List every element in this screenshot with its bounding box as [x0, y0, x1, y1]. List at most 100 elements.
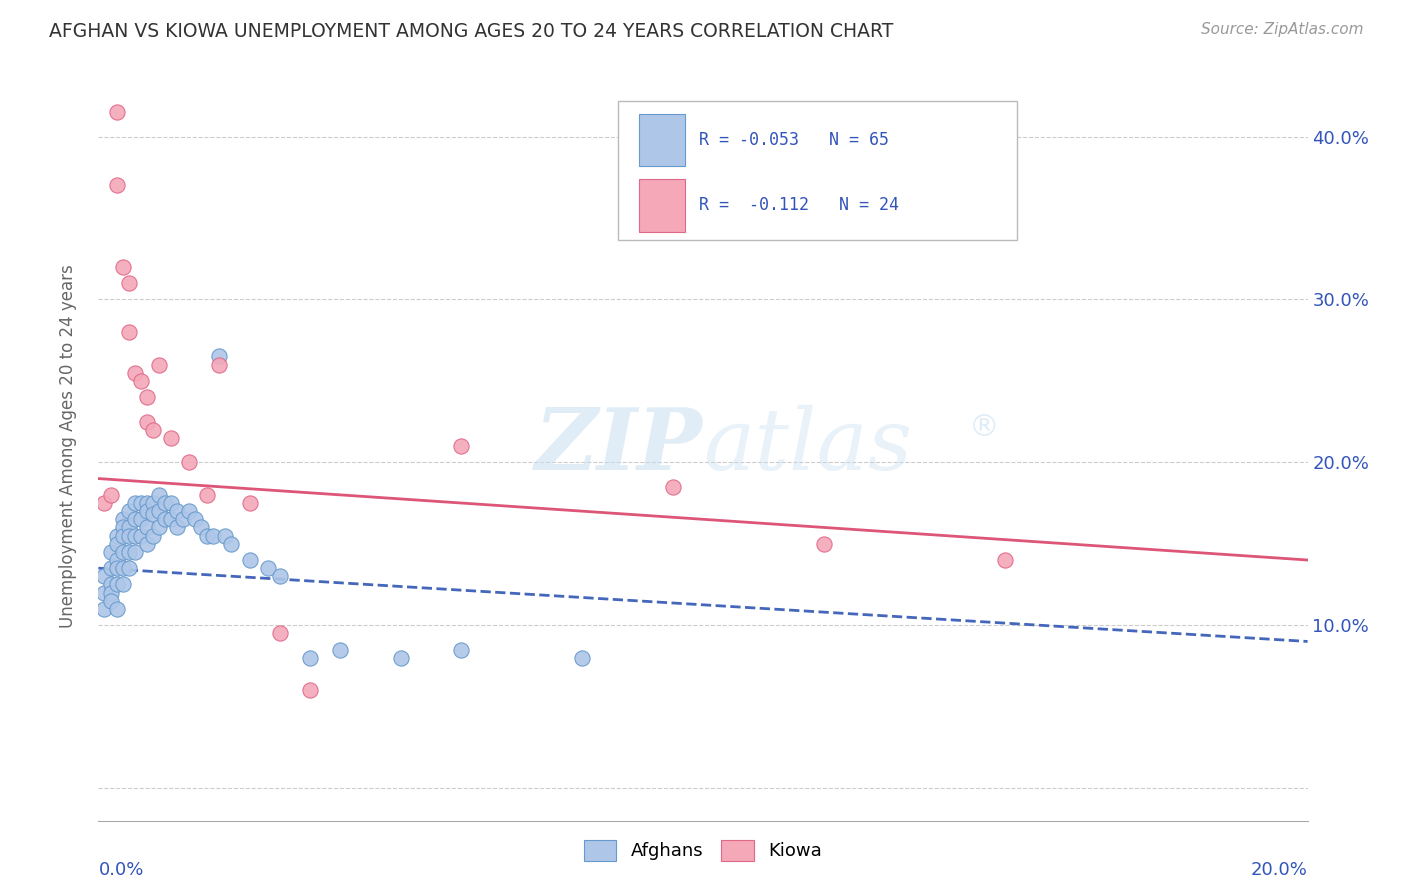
Point: [124, 528, 146, 542]
Point: [105, 602, 128, 616]
Text: ZIP: ZIP: [536, 404, 703, 488]
Point: [124, 545, 146, 559]
Point: [111, 561, 134, 575]
Point: [195, 528, 218, 542]
Point: [239, 496, 262, 510]
Point: [142, 496, 165, 510]
Point: [329, 642, 352, 657]
Point: [153, 512, 176, 526]
Point: [93, 569, 115, 583]
Point: [111, 577, 134, 591]
Point: [118, 325, 141, 339]
Point: [105, 577, 128, 591]
Point: [269, 569, 291, 583]
Point: [129, 496, 152, 510]
Point: [202, 528, 225, 542]
Point: [661, 480, 683, 494]
Point: [389, 650, 412, 665]
Point: [105, 553, 128, 567]
Bar: [638, 113, 685, 166]
Point: [129, 374, 152, 388]
Point: [135, 520, 157, 534]
FancyBboxPatch shape: [619, 102, 1018, 240]
Point: [124, 366, 146, 380]
Point: [118, 561, 141, 575]
Text: 0.0%: 0.0%: [98, 862, 143, 880]
Point: [105, 561, 128, 575]
Point: [118, 520, 141, 534]
Text: R =  -0.112   N = 24: R = -0.112 N = 24: [699, 196, 900, 214]
Point: [100, 585, 122, 599]
Point: [148, 358, 170, 372]
Point: [190, 520, 212, 534]
Point: [148, 520, 170, 534]
Point: [93, 496, 115, 510]
Text: atlas: atlas: [703, 405, 912, 487]
Point: [124, 512, 146, 526]
Point: [111, 528, 134, 542]
Point: [450, 642, 472, 657]
Text: 20.0%: 20.0%: [1251, 862, 1308, 880]
Point: [111, 520, 134, 534]
Point: [118, 528, 141, 542]
Point: [269, 626, 291, 640]
Point: [160, 496, 183, 510]
Text: R = -0.053   N = 65: R = -0.053 N = 65: [699, 131, 890, 149]
Text: Source: ZipAtlas.com: Source: ZipAtlas.com: [1201, 22, 1364, 37]
Point: [93, 585, 115, 599]
Point: [148, 504, 170, 518]
Point: [208, 350, 231, 364]
Point: [100, 561, 122, 575]
Point: [124, 496, 146, 510]
Point: [118, 276, 141, 290]
Point: [105, 105, 128, 120]
Point: [100, 488, 122, 502]
Point: [118, 545, 141, 559]
Point: [214, 528, 236, 542]
Point: [100, 577, 122, 591]
Point: [160, 512, 183, 526]
Point: [129, 512, 152, 526]
Point: [118, 504, 141, 518]
Point: [135, 504, 157, 518]
Bar: [638, 179, 685, 232]
Point: [994, 553, 1017, 567]
Point: [299, 650, 322, 665]
Point: [571, 650, 593, 665]
Point: [256, 561, 278, 575]
Point: [239, 553, 262, 567]
Point: [179, 504, 201, 518]
Legend: Afghans, Kiowa: Afghans, Kiowa: [576, 832, 830, 868]
Point: [813, 537, 835, 551]
Point: [160, 431, 183, 445]
Point: [221, 537, 243, 551]
Point: [129, 528, 152, 542]
Point: [93, 602, 115, 616]
Point: [450, 439, 472, 453]
Point: [142, 423, 165, 437]
Text: ®: ®: [969, 413, 1000, 442]
Point: [142, 508, 165, 522]
Point: [105, 537, 128, 551]
Point: [166, 504, 188, 518]
Point: [153, 496, 176, 510]
Point: [135, 537, 157, 551]
Point: [172, 512, 194, 526]
Text: AFGHAN VS KIOWA UNEMPLOYMENT AMONG AGES 20 TO 24 YEARS CORRELATION CHART: AFGHAN VS KIOWA UNEMPLOYMENT AMONG AGES …: [49, 22, 894, 41]
Point: [142, 528, 165, 542]
Point: [100, 593, 122, 607]
Point: [111, 260, 134, 274]
Point: [184, 512, 207, 526]
Point: [208, 358, 231, 372]
Point: [148, 488, 170, 502]
Point: [179, 455, 201, 469]
Point: [111, 545, 134, 559]
Point: [135, 415, 157, 429]
Y-axis label: Unemployment Among Ages 20 to 24 years: Unemployment Among Ages 20 to 24 years: [59, 264, 77, 628]
Point: [135, 390, 157, 404]
Point: [135, 496, 157, 510]
Point: [166, 520, 188, 534]
Point: [195, 488, 218, 502]
Point: [105, 178, 128, 193]
Point: [299, 683, 322, 698]
